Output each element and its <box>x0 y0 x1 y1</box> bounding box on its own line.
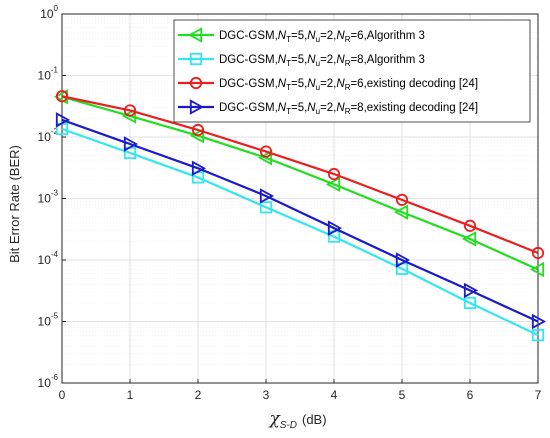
data-point <box>531 246 545 260</box>
legend-label: DGC-GSM,NT=5,Nu=2,NR=6,Algorithm 3 <box>219 30 425 44</box>
legend-entry-1: DGC-GSM,NT=5,Nu=2,NR=6,Algorithm 3 <box>178 27 425 44</box>
series-line <box>61 95 539 255</box>
data-point <box>123 104 137 117</box>
data-point <box>461 231 477 247</box>
legend-swatch-marker <box>189 52 203 66</box>
legend-entry-4: DGC-GSM,NT=5,Nu=2,NR=8,existing decoding… <box>178 99 478 116</box>
y-axis-ticks: 100 10-1 10-2 10-3 10-4 10-5 10-6 <box>38 4 66 390</box>
y-tick-label: 10-5 <box>38 312 59 329</box>
data-point <box>529 261 545 278</box>
data-point <box>191 160 207 176</box>
data-point <box>395 252 411 268</box>
x-tick-label: 6 <box>467 388 474 402</box>
x-tick-label: 7 <box>535 388 542 402</box>
series-line <box>61 95 539 271</box>
y-axis-label: Bit Error Rate (BER) <box>7 145 22 263</box>
series-line <box>61 127 539 337</box>
x-tick-label: 3 <box>263 388 270 402</box>
data-point <box>531 329 545 342</box>
data-point <box>123 136 139 152</box>
series-1 <box>53 89 545 278</box>
data-point <box>463 219 477 232</box>
data-point <box>259 201 273 214</box>
data-point <box>189 127 205 144</box>
data-point <box>327 220 343 236</box>
data-point <box>393 204 409 220</box>
x-axis-label: χS-D (dB) <box>268 409 326 431</box>
series-layer <box>53 89 547 342</box>
data-point <box>259 188 275 204</box>
legend: DGC-GSM,NT=5,Nu=2,NR=6,Algorithm 3 DGC-GS… <box>173 19 531 123</box>
x-tick-label: 1 <box>127 388 134 402</box>
x-axis-subscript: S-D <box>280 420 297 431</box>
data-point <box>191 123 205 137</box>
legend-label: DGC-GSM,NT=5,Nu=2,NR=6,existing decoding… <box>219 78 478 92</box>
y-tick-label: 10-2 <box>38 127 59 144</box>
series-line <box>61 118 539 323</box>
legend-entries: DGC-GSM,NT=5,Nu=2,NR=6,Algorithm 3 DGC-GS… <box>178 27 478 116</box>
x-tick-label: 2 <box>195 388 202 402</box>
x-axis-symbol: χ <box>268 409 281 429</box>
y-tick-label: 10-3 <box>38 189 59 206</box>
y-tick-label: 10-4 <box>38 250 59 267</box>
data-point <box>259 145 273 158</box>
x-tick-label: 5 <box>399 388 406 402</box>
data-point <box>325 176 341 193</box>
legend-label: DGC-GSM,NT=5,Nu=2,NR=8,existing decoding… <box>219 102 478 116</box>
x-axis-unit: (dB) <box>302 412 327 427</box>
data-point <box>463 282 479 299</box>
legend-box <box>173 19 531 123</box>
data-point <box>55 90 69 103</box>
data-point <box>531 313 547 330</box>
data-point <box>327 167 341 181</box>
series-3 <box>55 90 545 260</box>
y-tick-label: 10-6 <box>38 373 59 390</box>
legend-entry-3: DGC-GSM,NT=5,Nu=2,NR=6,existing decoding… <box>178 76 478 92</box>
x-tick-label: 4 <box>331 388 338 402</box>
legend-swatch-marker <box>187 27 203 43</box>
x-axis-ticks: 0 1 2 3 4 5 6 7 <box>59 379 542 402</box>
y-tick-label: 100 <box>40 4 58 21</box>
legend-swatch-marker <box>189 76 203 90</box>
data-point <box>257 150 273 166</box>
data-point <box>395 193 409 206</box>
legend-entry-2: DGC-GSM,NT=5,Nu=2,NR=8,Algorithm 3 <box>178 52 425 68</box>
x-tick-label: 0 <box>59 388 66 402</box>
series-4 <box>55 112 547 330</box>
legend-swatch-marker <box>189 99 205 115</box>
data-point <box>121 108 137 124</box>
y-tick-label: 10-1 <box>38 66 59 83</box>
data-point <box>55 112 71 128</box>
data-point <box>463 296 477 310</box>
legend-label: DGC-GSM,NT=5,Nu=2,NR=8,Algorithm 3 <box>219 54 425 68</box>
